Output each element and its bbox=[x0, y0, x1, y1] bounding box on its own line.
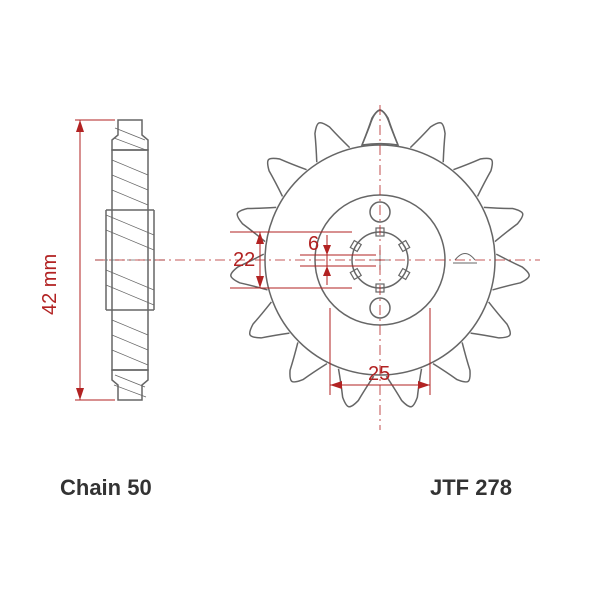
drawing-svg: 22 6 25 bbox=[0, 0, 600, 600]
dim-6-text: 6 bbox=[308, 233, 319, 255]
dimension-6: 6 bbox=[300, 233, 376, 285]
chain-label: Chain 50 bbox=[60, 475, 152, 501]
dim-22-text: 22 bbox=[233, 249, 255, 271]
dim-25-text: 25 bbox=[368, 363, 390, 385]
technical-drawing: 22 6 25 42 mm Chain 50 JTF 278 bbox=[0, 0, 600, 600]
part-number-label: JTF 278 bbox=[430, 475, 512, 501]
dim-42mm-text: 42 mm bbox=[39, 254, 62, 315]
